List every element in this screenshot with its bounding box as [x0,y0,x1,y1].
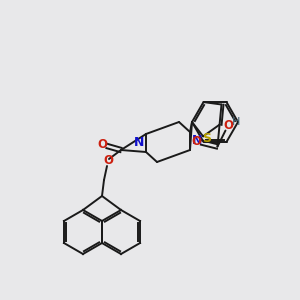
Text: H: H [232,116,241,127]
Text: S: S [202,132,211,145]
Text: O: O [224,119,233,132]
Text: N: N [134,136,144,149]
Text: O: O [103,154,113,167]
Text: N: N [192,134,202,148]
Text: O: O [191,135,202,148]
Text: O: O [97,139,107,152]
